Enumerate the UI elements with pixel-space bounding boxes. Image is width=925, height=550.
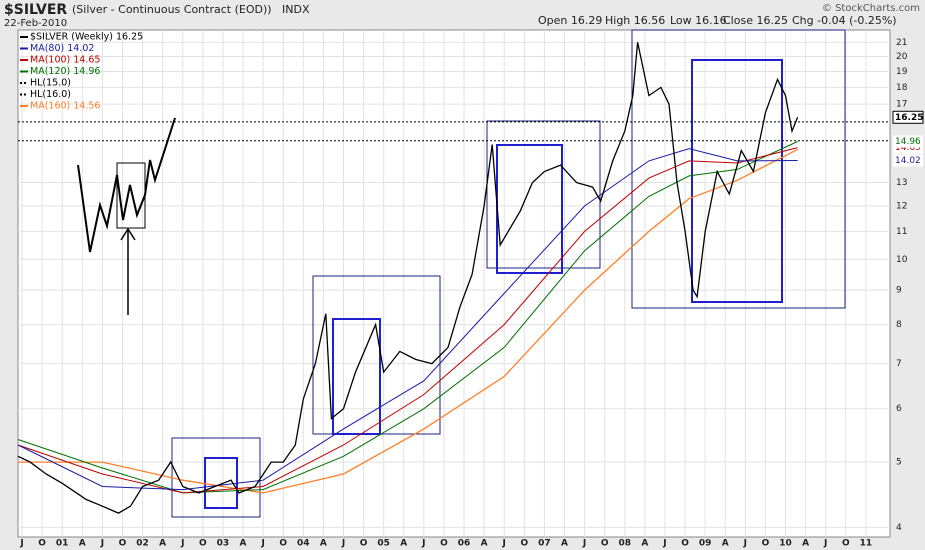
x-tick-label: 05 xyxy=(377,539,390,549)
range-box xyxy=(332,318,381,435)
x-tick-label: 09 xyxy=(699,539,712,549)
x-tick-label: 01 xyxy=(56,539,69,549)
y-tick-label: 21 xyxy=(896,38,907,48)
value-label-box xyxy=(893,154,923,167)
high: High 16.56 xyxy=(605,14,665,27)
legend-label: MA(120) 14.96 xyxy=(30,66,100,77)
y-tick-label: 12 xyxy=(896,201,907,211)
y-tick-label: 19 xyxy=(896,67,908,77)
x-tick-label: A xyxy=(320,539,327,549)
x-tick-label: 06 xyxy=(458,539,471,549)
legend-label: MA(100) 14.65 xyxy=(30,55,100,66)
range-box xyxy=(631,29,846,309)
y-tick-label: 4 xyxy=(896,523,902,533)
series-line xyxy=(18,148,798,494)
x-tick-label: A xyxy=(722,539,729,549)
x-tick-label: 07 xyxy=(538,539,551,549)
date: 22-Feb-2010 xyxy=(4,18,67,29)
x-tick-label: 10 xyxy=(779,539,792,549)
x-tick-label: O xyxy=(360,539,368,549)
sketch-arrowhead xyxy=(120,227,136,241)
x-tick-label: A xyxy=(641,539,648,549)
y-tick-label: 9 xyxy=(896,286,902,296)
value-label: 14.96 xyxy=(895,137,921,147)
y-tick-label: 18 xyxy=(896,83,908,93)
x-tick-label: O xyxy=(440,539,448,549)
x-tick-label: O xyxy=(520,539,528,549)
sketch-box xyxy=(116,162,146,229)
value-label-box xyxy=(892,110,924,124)
x-tick-label: O xyxy=(199,539,207,549)
pattern-sketch xyxy=(77,117,176,253)
series-line xyxy=(17,147,798,494)
x-tick-label: O xyxy=(601,539,609,549)
grid: 4 5 6 7 8 9 10 11 12 13 17 18 19 20 21 J O 01 A J O 02 A J O 03 A J… xyxy=(18,30,924,549)
credit: © StockCharts.com xyxy=(822,3,920,14)
value-label: 16.25 xyxy=(895,113,923,123)
x-tick-label: 04 xyxy=(297,539,310,549)
x-tick-label: 11 xyxy=(860,539,873,549)
plot-area xyxy=(17,29,891,538)
x-tick-label: J xyxy=(260,539,264,549)
x-tick-label: J xyxy=(100,539,104,549)
value-label: 14.02 xyxy=(895,156,921,166)
y-tick-label: 7 xyxy=(896,359,902,369)
x-tick-label: J xyxy=(421,539,425,549)
x-tick-label: J xyxy=(662,539,666,549)
x-tick-label: A xyxy=(481,539,488,549)
x-tick-label: J xyxy=(502,539,506,549)
range-box xyxy=(691,59,783,303)
x-tick-label: 03 xyxy=(217,539,230,549)
symbol: $SILVER xyxy=(4,2,67,18)
y-tick-label: 10 xyxy=(896,255,908,265)
legend-label: HL(16.0) xyxy=(30,89,71,100)
low: Low 16.16 xyxy=(670,14,727,27)
x-tick-label: J xyxy=(582,539,586,549)
x-tick-label: A xyxy=(240,539,247,549)
series-line xyxy=(17,42,799,514)
x-tick-label: 08 xyxy=(619,539,632,549)
y-tick-label: 11 xyxy=(896,227,907,237)
x-tick-label: A xyxy=(79,539,86,549)
x-tick-label: O xyxy=(842,539,850,549)
x-tick-label: O xyxy=(119,539,127,549)
open: Open 16.29 xyxy=(538,14,602,27)
x-tick-label: O xyxy=(38,539,46,549)
x-tick-label: A xyxy=(802,539,809,549)
value-label: 14.65 xyxy=(895,143,921,153)
close: Close 16.25 xyxy=(723,14,788,27)
x-tick-label: J xyxy=(743,539,747,549)
x-tick-label: 02 xyxy=(136,539,149,549)
y-tick-label: 20 xyxy=(896,52,908,62)
legend-label: MA(80) 14.02 xyxy=(30,43,94,54)
y-tick-label: 6 xyxy=(896,404,902,414)
x-tick-label: O xyxy=(279,539,287,549)
x-tick-label: J xyxy=(341,539,345,549)
x-tick-label: J xyxy=(823,539,827,549)
y-tick-label: 8 xyxy=(896,320,902,330)
legend-label: $SILVER (Weekly) 16.25 xyxy=(30,32,143,43)
series-group xyxy=(17,42,890,514)
range-box xyxy=(486,120,601,269)
legend-label: HL(15.0) xyxy=(30,78,71,89)
x-tick-label: A xyxy=(561,539,568,549)
x-tick-label: J xyxy=(180,539,184,549)
x-tick-label: O xyxy=(681,539,689,549)
x-tick-label: O xyxy=(762,539,770,549)
y-tick-label: 5 xyxy=(896,458,902,468)
legend-label: MA(160) 14.56 xyxy=(30,101,100,112)
x-tick-label: A xyxy=(159,539,166,549)
series-line xyxy=(17,148,798,491)
change: Chg -0.04 (-0.25%) xyxy=(792,14,897,27)
x-tick-label: J xyxy=(19,539,23,549)
exchange: INDX xyxy=(282,3,310,16)
description: (Silver - Continuous Contract (EOD)) xyxy=(72,3,272,16)
y-tick-label: 13 xyxy=(896,178,907,188)
y-tick-label: 17 xyxy=(896,100,907,110)
x-tick-label: A xyxy=(400,539,407,549)
value-label-box xyxy=(893,135,923,148)
